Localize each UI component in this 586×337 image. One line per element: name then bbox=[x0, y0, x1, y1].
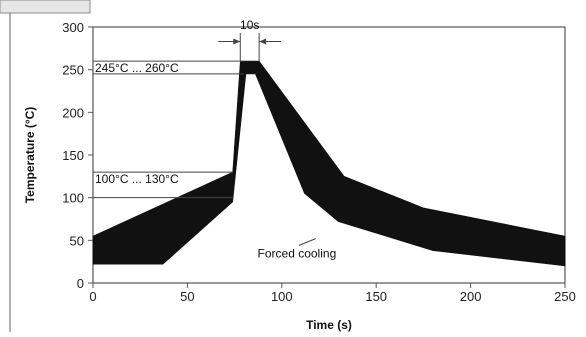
band-layer bbox=[92, 60, 566, 267]
x-axis-label: Time (s) bbox=[306, 318, 352, 332]
y-tick-label: 200 bbox=[62, 105, 84, 120]
peak-temperature-range: 245°C ... 260°C bbox=[93, 60, 245, 75]
y-tick-label: 50 bbox=[70, 233, 84, 248]
forced-cooling-label-background bbox=[248, 245, 345, 261]
x-tick-label: 100 bbox=[271, 289, 293, 304]
peak-temperature-range-label: 245°C ... 260°C bbox=[95, 61, 179, 75]
header-tab bbox=[0, 0, 91, 14]
y-tick-label: 300 bbox=[62, 20, 84, 35]
annotation-layer: 245°C ... 260°C 100°C ... 130°C 10s Forced … bbox=[93, 18, 345, 261]
axis-ticks: 0 50 100 150 200 250 0 50 100 150 200 250 300 bbox=[62, 20, 576, 304]
preheat-temperature-range-label: 100°C ... 130°C bbox=[95, 172, 179, 186]
forced-cooling-label: Forced cooling bbox=[258, 246, 337, 260]
y-axis-label: Temperature (°C) bbox=[23, 107, 37, 204]
duration-label: 10s bbox=[240, 18, 259, 32]
x-tick-label: 50 bbox=[180, 289, 194, 304]
forced-cooling-annotation: Forced cooling bbox=[248, 238, 345, 261]
forced-cooling-leader-line bbox=[298, 238, 316, 246]
x-tick-label: 150 bbox=[365, 289, 387, 304]
x-tick-label: 0 bbox=[89, 289, 96, 304]
y-tick-label: 0 bbox=[77, 276, 84, 291]
x-tick-label: 200 bbox=[460, 289, 482, 304]
duration-marker: 10s bbox=[218, 18, 282, 62]
duration-right-arrowhead bbox=[259, 38, 267, 45]
x-tick-label: 250 bbox=[554, 289, 576, 304]
y-tick-label: 250 bbox=[62, 63, 84, 78]
profile-band bbox=[92, 60, 566, 267]
preheat-temperature-range: 100°C ... 130°C bbox=[93, 171, 233, 199]
y-tick-label: 100 bbox=[62, 191, 84, 206]
y-tick-label: 150 bbox=[62, 148, 84, 163]
duration-left-arrowhead bbox=[233, 38, 241, 45]
